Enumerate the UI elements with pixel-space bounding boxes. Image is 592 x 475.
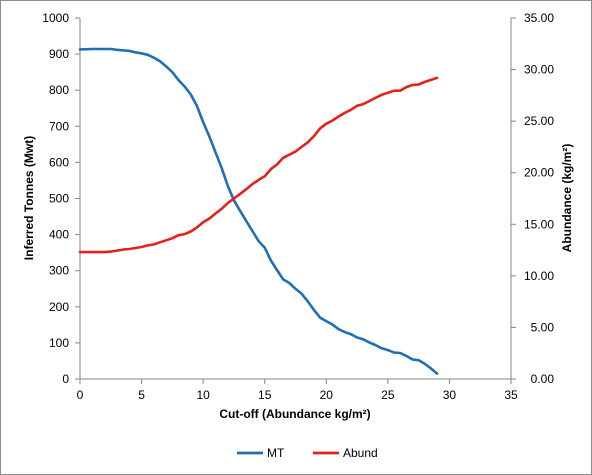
series-line-mt <box>78 47 439 375</box>
y-tick-label: 300 <box>49 264 69 278</box>
x-tick-label: 10 <box>196 388 210 402</box>
y2-tick-label: 35.00 <box>524 11 554 25</box>
y2-tick-label: 20.00 <box>524 166 554 180</box>
y-tick-label: 400 <box>49 228 69 242</box>
legend-label-mt: MT <box>267 446 285 460</box>
series-layer <box>78 47 439 375</box>
y2-tick-label: 0.00 <box>531 372 555 386</box>
y-tick-label: 500 <box>49 192 69 206</box>
y2-tick-label: 30.00 <box>524 63 554 77</box>
y2-tick-label: 5.00 <box>531 320 555 334</box>
y2-tick-label: 15.00 <box>524 217 554 231</box>
x-tick-label: 25 <box>381 388 395 402</box>
y-tick-label: 800 <box>49 83 69 97</box>
y-tick-label: 200 <box>49 300 69 314</box>
y-tick-label: 900 <box>49 47 69 61</box>
x-tick-label: 30 <box>443 388 457 402</box>
y2-tick-label: 25.00 <box>524 114 554 128</box>
y-tick-label: 1000 <box>42 11 69 25</box>
y-axis-title: Inferred Tonnes (Mwt) <box>22 136 36 260</box>
x-tick-label: 15 <box>258 388 272 402</box>
x-tick-label: 20 <box>320 388 334 402</box>
series-line-abund <box>78 76 439 254</box>
y-tick-label: 100 <box>49 336 69 350</box>
y-tick-label: 700 <box>49 119 69 133</box>
y2-axis-title: Abundance (kg/m²) <box>560 144 574 253</box>
y2-tick-label: 10.00 <box>524 269 554 283</box>
x-tick-label: 5 <box>138 388 145 402</box>
x-tick-label: 35 <box>504 388 518 402</box>
legend-label-abund: Abund <box>343 446 378 460</box>
x-axis-title: Cut-off (Abundance kg/m²) <box>219 407 370 421</box>
x-tick-label: 0 <box>77 388 84 402</box>
legend: MT Abund <box>237 446 378 460</box>
axes: 010020030040050060070080090010000.005.00… <box>42 11 554 402</box>
y-tick-label: 0 <box>62 372 69 386</box>
y-tick-label: 600 <box>49 155 69 169</box>
